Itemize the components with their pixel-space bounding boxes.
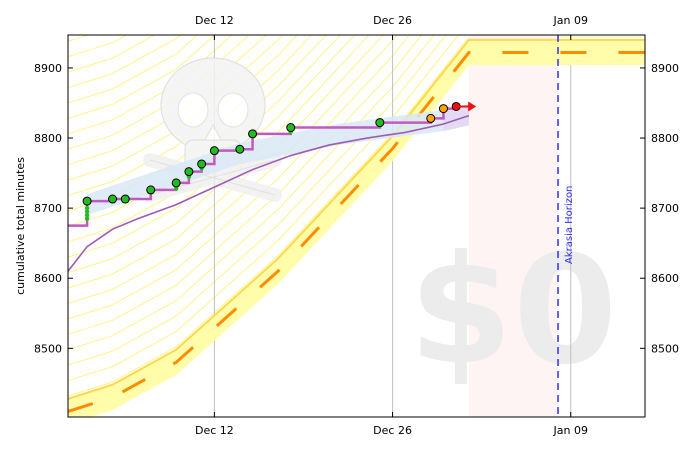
datapoint [82,196,92,206]
moving-average-line [68,114,470,272]
hatch-line [68,35,385,289]
x-tick-label-bottom: Jan 09 [553,424,588,437]
y-tick-label-right: 8500 [651,342,679,355]
datapoint [209,146,219,156]
hatch-line [68,35,447,366]
datapoint [171,178,181,188]
trend-band [87,104,469,216]
road-band [68,39,645,417]
datapoint [108,194,118,204]
road-centerline [68,51,645,413]
skull-eye-left [177,92,209,128]
hatch-line [68,35,423,335]
plot-frame [67,34,646,418]
trend-band-future [443,104,469,132]
pink-region [468,35,559,417]
y-tick-label-left: 8500 [34,342,62,355]
hatch-line [68,0,641,11]
hatch-line [68,35,341,243]
pledge-watermark: $0 [409,224,618,398]
x-tick-label-top: Jan 09 [553,14,588,27]
datapoint [375,118,385,128]
y-tick-label-left: 8700 [34,202,62,215]
hatch-line [68,35,370,274]
datapoint [235,144,245,154]
datapoint [197,159,207,169]
road-edge-line [68,38,645,400]
hatch-line [68,35,268,166]
skull-nose [204,123,222,141]
datapoint [184,167,194,177]
datapoint [84,205,90,211]
datapoint [173,186,179,191]
y-tick-label-left: 8900 [34,62,62,75]
y-tick-label-left: 8600 [34,272,62,285]
hatch-line [68,35,284,181]
x-tick-label-top: Dec 26 [373,14,412,27]
datapoint [426,113,436,123]
datapoint [248,129,258,139]
y-tick-label-left: 8800 [34,132,62,145]
x-tick-label-top: Dec 12 [195,14,234,27]
skull-eye-right [217,92,249,128]
hatch-line [68,35,410,320]
y-tick-label-right: 8700 [651,202,679,215]
datapoint [120,194,130,204]
hatch-line [68,35,181,89]
hatch-line [68,35,216,119]
hatch-line [68,35,398,304]
today-arrow-head [468,101,477,112]
datapoint [438,104,448,114]
datapoint [84,212,90,218]
hatch-line [68,35,199,104]
datapoint [286,123,296,133]
datapoint [146,185,156,195]
akrasia-horizon-label: Akrasia Horizon [564,186,575,264]
hatch-line [68,35,298,196]
y-tick-label-right: 8800 [651,132,679,145]
y-tick-label-right: 8900 [651,62,679,75]
y-tick-label-right: 8600 [651,272,679,285]
x-tick-label-bottom: Dec 12 [195,424,234,437]
y-axis-label: cumulative total minutes [14,157,27,295]
datapoint [84,209,90,214]
x-tick-label-bottom: Dec 26 [373,424,412,437]
hatch-line [68,35,460,382]
datapoint [84,216,90,221]
